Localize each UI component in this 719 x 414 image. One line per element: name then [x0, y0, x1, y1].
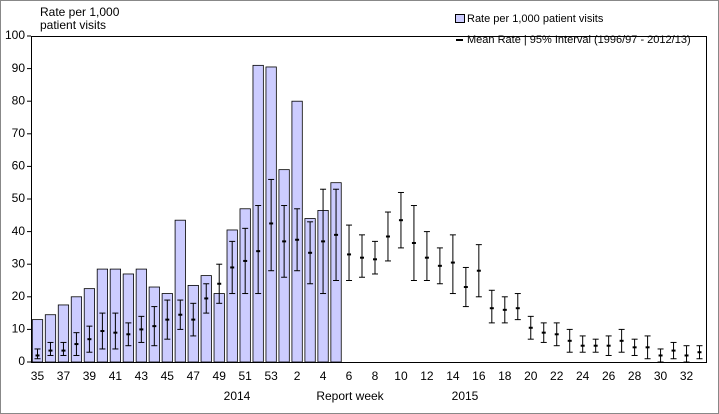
bar: [122, 273, 134, 363]
x-tick-label: 8: [372, 369, 379, 383]
y-tick-label: 50: [12, 191, 26, 205]
x-tick-label: 12: [420, 369, 434, 383]
x-tick-label: 20: [524, 369, 538, 383]
x-tick-label: 47: [187, 369, 201, 383]
y-tick-label: 90: [12, 61, 26, 75]
bar: [44, 314, 57, 363]
bar: [174, 219, 186, 363]
bar: [226, 229, 238, 363]
x-tick-label: 30: [654, 369, 668, 383]
x-tick-label: 22: [550, 369, 564, 383]
y-tick-label: 80: [12, 93, 26, 107]
legend-swatch: [455, 14, 465, 23]
x-tick-label: 16: [472, 369, 486, 383]
x-tick-label: 41: [109, 369, 123, 383]
plot-frame: [31, 36, 707, 363]
x-tick-label: 10: [394, 369, 408, 383]
x-tick-label: 51: [239, 369, 253, 383]
x-tick-label: 53: [264, 369, 278, 383]
year-label: 2014: [224, 389, 251, 403]
y-tick-label: 70: [12, 126, 26, 140]
y-tick-label: 30: [12, 256, 26, 270]
x-tick-label: 49: [213, 369, 227, 383]
bar: [57, 304, 70, 363]
bar: [70, 296, 83, 363]
x-tick-label: 32: [680, 369, 694, 383]
x-axis-title: Report week: [316, 389, 384, 403]
y-tick-label: 0: [18, 354, 25, 368]
x-tick-label: 35: [31, 369, 45, 383]
y-tick-label: 40: [12, 224, 26, 238]
x-tick-label: 14: [446, 369, 460, 383]
x-tick-label: 39: [83, 369, 97, 383]
y-tick-label: 20: [12, 289, 26, 303]
x-tick-label: 4: [320, 369, 327, 383]
bar: [83, 288, 96, 363]
bar: [200, 275, 212, 363]
y-tick-label: 10: [12, 322, 26, 336]
legend-label: Mean Rate | 95% Interval (1996/97 - 2012…: [467, 34, 691, 46]
bar: [135, 268, 147, 363]
x-tick-label: 37: [57, 369, 71, 383]
y-tick-label: 60: [12, 159, 26, 173]
x-tick-label: 43: [135, 369, 149, 383]
y-axis-title: Rate per 1,000 patient visits: [40, 5, 120, 32]
bar: [304, 218, 316, 363]
x-tick-label: 26: [602, 369, 616, 383]
x-tick-label: 45: [161, 369, 175, 383]
x-tick-label: 24: [576, 369, 590, 383]
x-tick-label: 28: [628, 369, 642, 383]
y-tick-label: 100: [5, 28, 25, 42]
year-label: 2015: [452, 389, 479, 403]
legend-label: Rate per 1,000 patient visits: [467, 13, 604, 25]
x-tick-label: 18: [498, 369, 512, 383]
bar: [31, 319, 44, 363]
x-tick-label: 2: [294, 369, 301, 383]
x-tick-label: 6: [346, 369, 353, 383]
